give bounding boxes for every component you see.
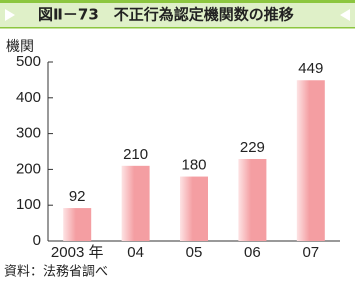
value-label: 92 [69,188,86,205]
title-marker-left [5,9,15,21]
bar [63,208,92,241]
source-note: 資料：法務省調べ [4,265,108,280]
value-label: 229 [240,139,265,156]
x-tick-label: 06 [244,244,261,261]
x-tick-label: 05 [186,244,203,261]
y-tick-label: 200 [16,160,41,177]
y-tick-label: 500 [16,53,41,70]
y-tick-label: 0 [33,232,41,249]
title-band [0,0,355,28]
value-label: 210 [123,146,148,163]
y-tick-label: 400 [16,89,41,106]
bar [180,176,208,241]
title-band-top [0,0,355,3]
chart-title: 図Ⅱ－73 不正行為認定機関数の推移 [38,6,294,24]
x-tick-label: 2003 年 [51,244,104,261]
value-label: 449 [298,60,323,77]
title-band-bottom [0,27,355,29]
x-tick-label: 07 [302,244,319,261]
y-tick-label: 100 [16,196,41,213]
y-axis-label: 機関 [6,39,34,55]
bar [121,165,150,241]
x-tick-label: 04 [127,244,144,261]
bar [296,80,325,242]
bar [238,159,267,241]
y-tick-label: 300 [16,125,41,142]
title-marker-right [340,9,350,21]
value-label: 180 [181,157,206,174]
